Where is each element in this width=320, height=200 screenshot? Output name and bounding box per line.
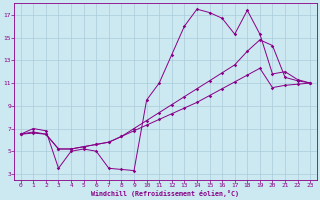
X-axis label: Windchill (Refroidissement éolien,°C): Windchill (Refroidissement éolien,°C)	[92, 190, 239, 197]
